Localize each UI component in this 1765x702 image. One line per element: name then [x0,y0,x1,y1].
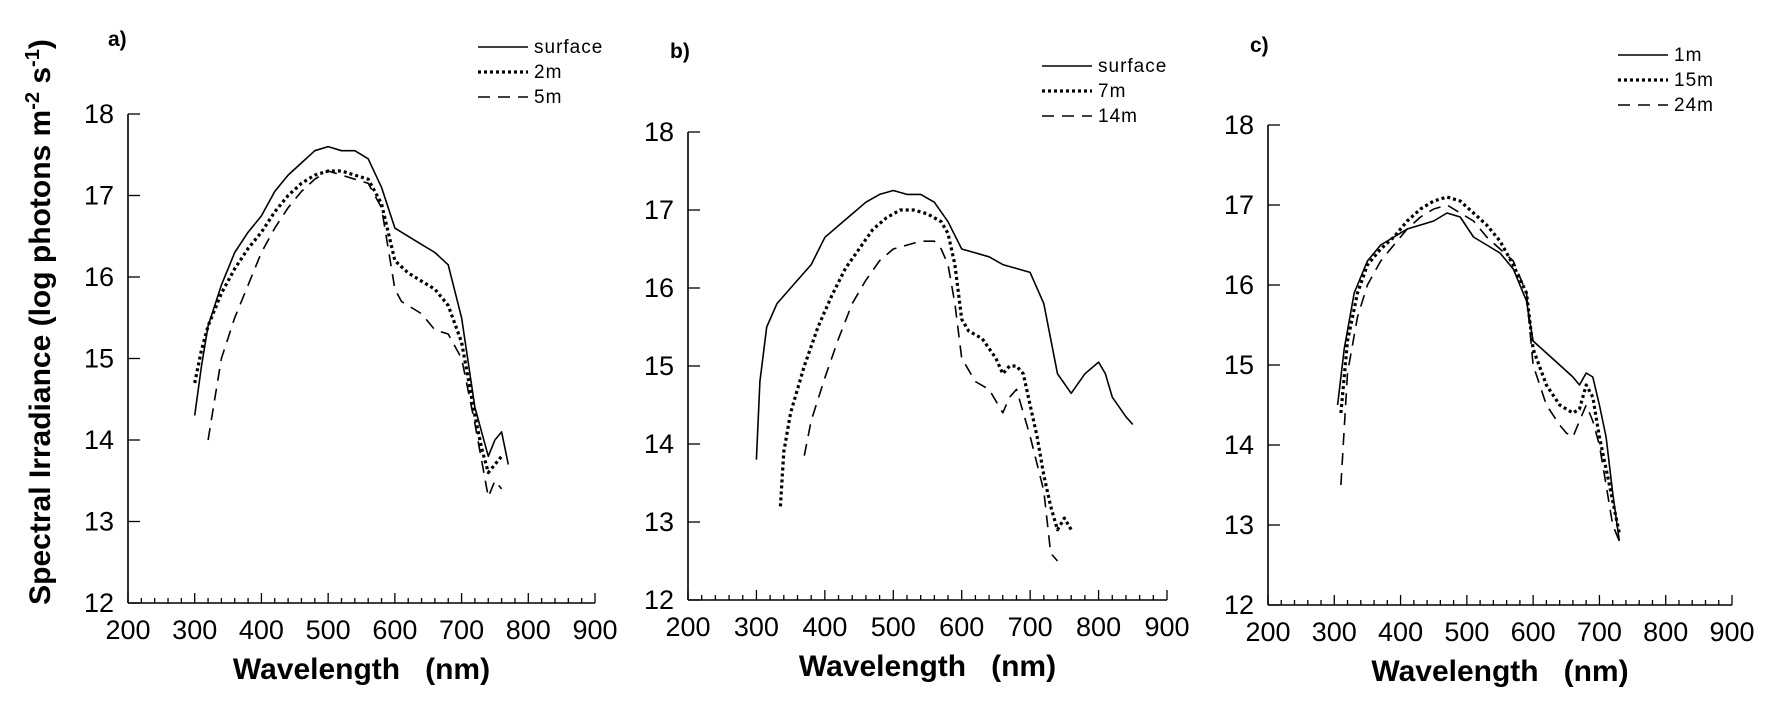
legend-label: 14m [1098,106,1138,127]
x-tick-label: 800 [506,615,551,645]
y-tick-label: 18 [644,117,674,147]
y-tick-label: 18 [84,99,114,129]
x-tick-label: 200 [665,612,710,642]
y-tick-label: 16 [644,273,674,303]
x-tick-label: 700 [1008,612,1053,642]
x-tick-label: 500 [871,612,916,642]
x-tick-label: 400 [1378,617,1423,647]
panel-1: 200 300 400 500 600 700 800 900 12 13 14 15 16 17 18 Wa… [84,28,618,686]
series-line-surface [755,189,1134,460]
legend-label: 24m [1674,95,1714,116]
y-tick-label: 16 [84,262,114,292]
series-line-5m [207,170,503,498]
y-axis-title: Spectral Irradiance (log photons m-2 s-1… [22,39,57,605]
legend-label: 5m [534,87,562,108]
y-axis-title-exp2: -1 [22,49,44,67]
x-tick-label: 700 [1577,617,1622,647]
x-tick-label: 900 [1709,617,1754,647]
panel-label: a) [108,28,127,51]
y-tick-label: 18 [1224,110,1254,140]
x-tick-label: 200 [105,615,150,645]
series-line-2m [193,169,503,475]
y-axis-title-exp1: -2 [22,92,44,110]
x-tick-label: 200 [1245,617,1290,647]
series-line-14m [803,240,1059,562]
y-tick-label: 17 [84,181,114,211]
legend-label: surface [1098,56,1167,77]
panel-3: 200 300 400 500 600 700 800 900 12 13 14 15 16 17 18 Wa… [1224,34,1755,688]
x-tick-label: 300 [172,615,217,645]
x-tick-label: 900 [1144,612,1189,642]
y-tick-label: 13 [84,507,114,537]
panel-label: c) [1250,34,1269,57]
y-tick-label: 15 [644,351,674,381]
y-tick-label: 14 [644,429,674,459]
y-tick-label: 14 [84,425,114,455]
x-tick-label: 800 [1643,617,1688,647]
y-tick-label: 13 [1224,510,1254,540]
series-line-surface [193,145,510,465]
y-tick-label: 17 [1224,190,1254,220]
series-line-7m [778,208,1073,532]
x-tick-label: 800 [1076,612,1121,642]
y-tick-label: 12 [1224,590,1254,620]
x-tick-label: 600 [372,615,417,645]
y-tick-label: 16 [1224,270,1254,300]
legend-label: 7m [1098,81,1126,102]
y-tick-label: 13 [644,507,674,537]
y-tick-label: 12 [84,588,114,618]
y-tick-label: 17 [644,195,674,225]
x-tick-label: 900 [572,615,617,645]
x-tick-label: 500 [306,615,351,645]
y-tick-label: 14 [1224,430,1254,460]
series-line-1m [1336,212,1621,542]
x-tick-label: 600 [1511,617,1556,647]
y-tick-label: 15 [84,344,114,374]
legend-label: 2m [534,62,562,83]
y-axis-title-end: ) [24,39,57,49]
series-line-24m [1340,204,1621,542]
x-tick-label: 300 [734,612,779,642]
legend-label: 15m [1674,70,1714,91]
x-tick-label: 400 [802,612,847,642]
x-tick-label: 300 [1312,617,1357,647]
x-tick-label: 500 [1444,617,1489,647]
y-axis-title-mid: s [24,67,57,92]
x-tick-label: 400 [239,615,284,645]
legend-label: 1m [1674,45,1702,66]
x-tick-label: 700 [439,615,484,645]
x-axis-title: Wavelength (nm) [1371,655,1628,688]
panel-label: b) [670,40,690,63]
chart-panels: 200 300 400 500 600 700 800 900 12 13 14 15 16 17 18 Wa… [84,28,1755,688]
panel-2: 200 300 400 500 600 700 800 900 12 13 14 15 16 17 18 Wa… [644,40,1190,683]
legend-label: surface [534,37,603,58]
y-tick-label: 12 [644,585,674,615]
x-axis-title: Wavelength (nm) [799,650,1056,683]
x-axis-title: Wavelength (nm) [233,653,490,686]
y-tick-label: 15 [1224,350,1254,380]
x-tick-label: 600 [939,612,984,642]
y-axis-title-main: Spectral Irradiance (log photons m [24,110,57,605]
series-line-15m [1339,195,1621,534]
